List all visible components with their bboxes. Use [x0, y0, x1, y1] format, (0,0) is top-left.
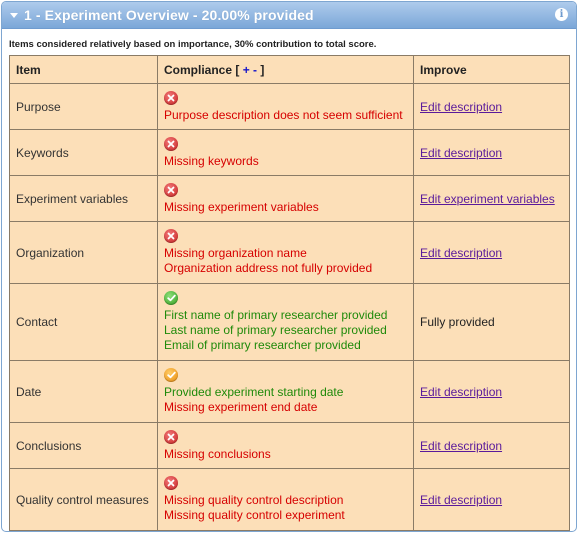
compliance-cell: Missing keywords: [157, 129, 414, 176]
header-improve: Improve: [413, 55, 570, 84]
table-row: Keywords Missing keywords Edit description: [9, 129, 570, 176]
improve-cell: Edit experiment variables: [413, 175, 570, 222]
error-x-icon: [164, 429, 178, 444]
item-cell: Keywords: [9, 129, 158, 176]
compliance-cell: Provided experiment starting date Missing…: [157, 360, 414, 423]
compliance-cell: Missing organization name Organization ad…: [157, 221, 414, 284]
error-x-icon: [164, 476, 178, 490]
improve-cell: Fully provided: [413, 283, 570, 361]
error-x-icon: [164, 136, 178, 151]
compliance-message: Email of primary researcher provided: [164, 338, 361, 352]
table-row: Purpose Purpose description does not seem…: [9, 83, 570, 130]
improve-cell: Edit description: [413, 129, 570, 176]
improve-cell: Edit description: [413, 83, 570, 130]
table-header-row: Item Compliance [ + - ] Improve: [9, 55, 570, 84]
partial-check-icon: [164, 368, 178, 382]
item-cell: Experiment variables: [9, 175, 158, 222]
item-cell: Conclusions: [9, 422, 158, 469]
item-cell: Organization: [9, 221, 158, 284]
check-icon: [164, 291, 178, 305]
panel-header[interactable]: 1 - Experiment Overview - 20.00% provide…: [2, 2, 576, 29]
improve-link[interactable]: Edit description: [420, 245, 503, 260]
header-compliance: Compliance [ + - ]: [157, 55, 414, 84]
compliance-table: Item Compliance [ + - ] Improve Purpose P…: [9, 55, 570, 531]
header-item: Item: [9, 55, 158, 84]
compliance-message: Missing quality control experiment: [164, 508, 345, 522]
compliance-cell: Missing experiment variables: [157, 175, 414, 222]
compliance-cell: First name of primary researcher provide…: [157, 283, 414, 361]
improve-link[interactable]: Edit description: [420, 492, 503, 507]
item-cell: Quality control measures: [9, 468, 158, 531]
panel-title: 1 - Experiment Overview - 20.00% provide…: [24, 7, 314, 23]
collapse-all-button[interactable]: -: [249, 62, 261, 77]
item-cell: Contact: [9, 283, 158, 361]
compliance-message: Missing conclusions: [164, 446, 271, 461]
improve-cell: Edit description: [413, 360, 570, 423]
table-row: Conclusions Missing conclusions Edit descr…: [9, 422, 570, 469]
expand-all-button[interactable]: +: [242, 62, 250, 77]
importance-note: Items considered relatively based on imp…: [9, 39, 377, 50]
collapse-toggle-icon[interactable]: [10, 12, 18, 18]
table-row: Date Provided experiment starting date Mis…: [9, 360, 570, 423]
improve-cell: Edit description: [413, 468, 570, 531]
compliance-message: Missing organization name: [164, 246, 307, 260]
error-x-icon: [164, 90, 178, 105]
improve-cell: Edit description: [413, 422, 570, 469]
info-icon[interactable]: i: [555, 8, 568, 21]
compliance-message: Provided experiment starting date: [164, 385, 344, 399]
compliance-cell: Purpose description does not seem suffic…: [157, 83, 414, 130]
compliance-message: Purpose description does not seem suffic…: [164, 107, 403, 122]
compliance-bracket-close: ]: [260, 62, 265, 77]
compliance-label: Compliance [: [164, 62, 243, 77]
table-row: Organization Missing organization name Org…: [9, 221, 570, 284]
error-x-icon: [164, 229, 178, 243]
compliance-cell: Missing conclusions: [157, 422, 414, 469]
improve-link[interactable]: Edit description: [420, 438, 503, 453]
compliance-message: First name of primary researcher provide…: [164, 308, 388, 322]
improve-link[interactable]: Edit description: [420, 384, 503, 399]
improve-status-text: Fully provided: [420, 315, 495, 329]
improve-link[interactable]: Edit description: [420, 145, 503, 160]
item-cell: Date: [9, 360, 158, 423]
table-row: Contact First name of primary researcher …: [9, 283, 570, 361]
compliance-message: Last name of primary researcher provided: [164, 323, 387, 337]
table-row: Experiment variables Missing experiment v…: [9, 175, 570, 222]
compliance-message: Missing quality control description: [164, 493, 344, 507]
improve-link[interactable]: Edit experiment variables: [420, 191, 555, 206]
improve-cell: Edit description: [413, 221, 570, 284]
compliance-message: Missing experiment end date: [164, 400, 318, 414]
item-cell: Purpose: [9, 83, 158, 130]
compliance-cell: Missing quality control description Missi…: [157, 468, 414, 531]
improve-link[interactable]: Edit description: [420, 99, 503, 114]
table-row: Quality control measures Missing quality …: [9, 468, 570, 531]
compliance-message: Missing keywords: [164, 153, 259, 168]
compliance-message: Organization address not fully provided: [164, 261, 373, 275]
compliance-message: Missing experiment variables: [164, 199, 319, 214]
error-x-icon: [164, 182, 178, 197]
